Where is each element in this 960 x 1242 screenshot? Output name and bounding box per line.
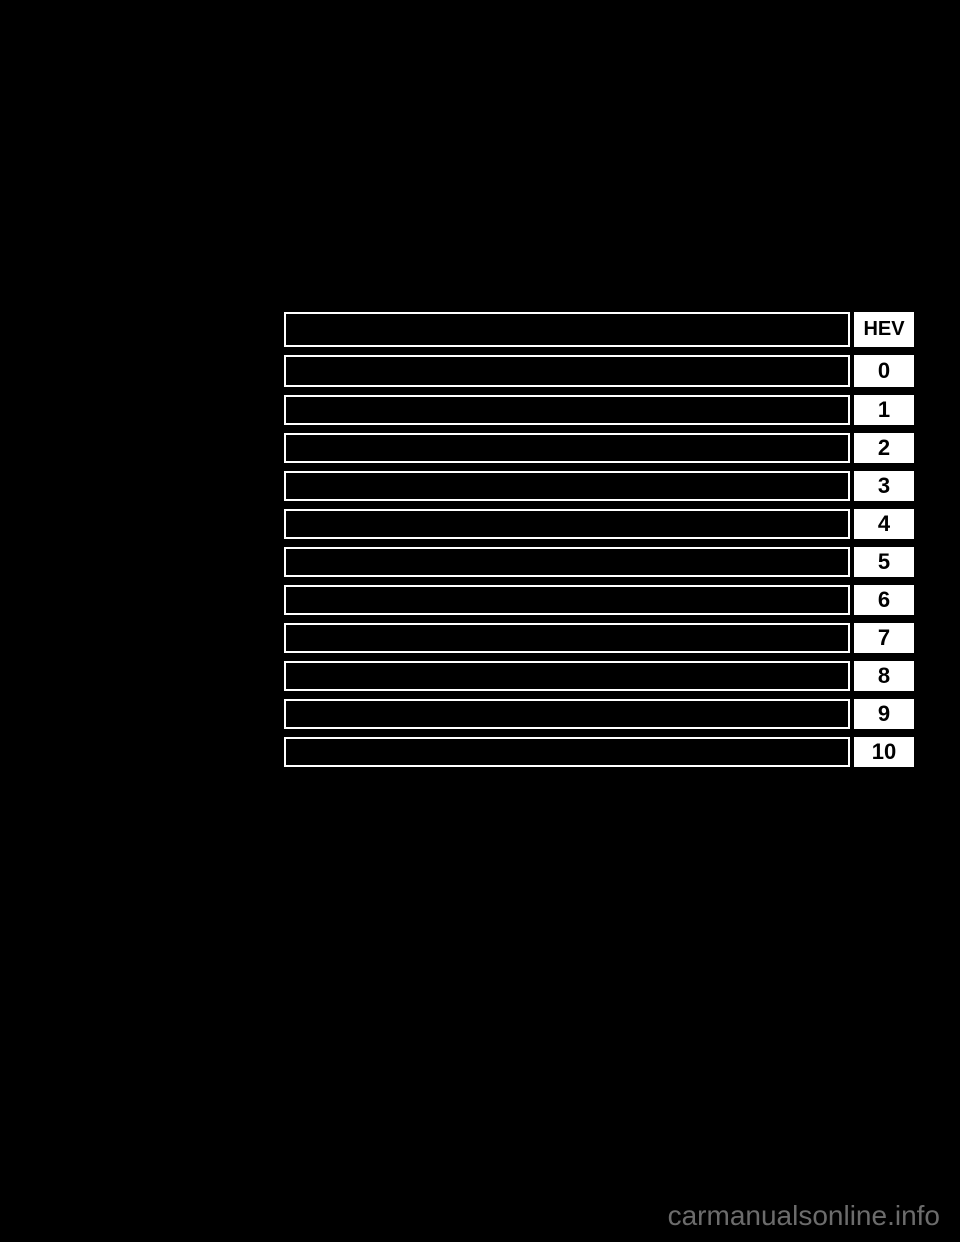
toc-row: 5	[284, 547, 914, 577]
toc-number[interactable]: 3	[854, 471, 914, 501]
toc-row: 6	[284, 585, 914, 615]
toc-number[interactable]: 6	[854, 585, 914, 615]
toc-label	[284, 699, 850, 729]
toc-number[interactable]: 2	[854, 433, 914, 463]
toc-label	[284, 661, 850, 691]
toc-number[interactable]: 5	[854, 547, 914, 577]
toc-label	[284, 737, 850, 767]
toc-row: HEV	[284, 312, 914, 347]
toc-number[interactable]: 4	[854, 509, 914, 539]
toc-row: 4	[284, 509, 914, 539]
toc-number[interactable]: 8	[854, 661, 914, 691]
toc-row: 0	[284, 355, 914, 387]
toc-number[interactable]: 7	[854, 623, 914, 653]
toc-row: 8	[284, 661, 914, 691]
toc-row: 7	[284, 623, 914, 653]
toc-number[interactable]: 1	[854, 395, 914, 425]
toc-label	[284, 395, 850, 425]
toc-number[interactable]: 0	[854, 355, 914, 387]
toc-row: 2	[284, 433, 914, 463]
toc-row: 3	[284, 471, 914, 501]
toc-label	[284, 355, 850, 387]
toc-label	[284, 585, 850, 615]
toc-row: 9	[284, 699, 914, 729]
toc-label	[284, 312, 850, 347]
toc-row: 10	[284, 737, 914, 767]
toc-label	[284, 509, 850, 539]
toc-number[interactable]: 10	[854, 737, 914, 767]
toc-label	[284, 623, 850, 653]
toc-container: HEV 0 1 2 3 4 5 6 7 8 9 10	[284, 312, 914, 775]
toc-label	[284, 471, 850, 501]
toc-label	[284, 433, 850, 463]
toc-row: 1	[284, 395, 914, 425]
toc-number[interactable]: HEV	[854, 312, 914, 347]
watermark-text: carmanualsonline.info	[668, 1200, 940, 1232]
toc-number[interactable]: 9	[854, 699, 914, 729]
toc-label	[284, 547, 850, 577]
